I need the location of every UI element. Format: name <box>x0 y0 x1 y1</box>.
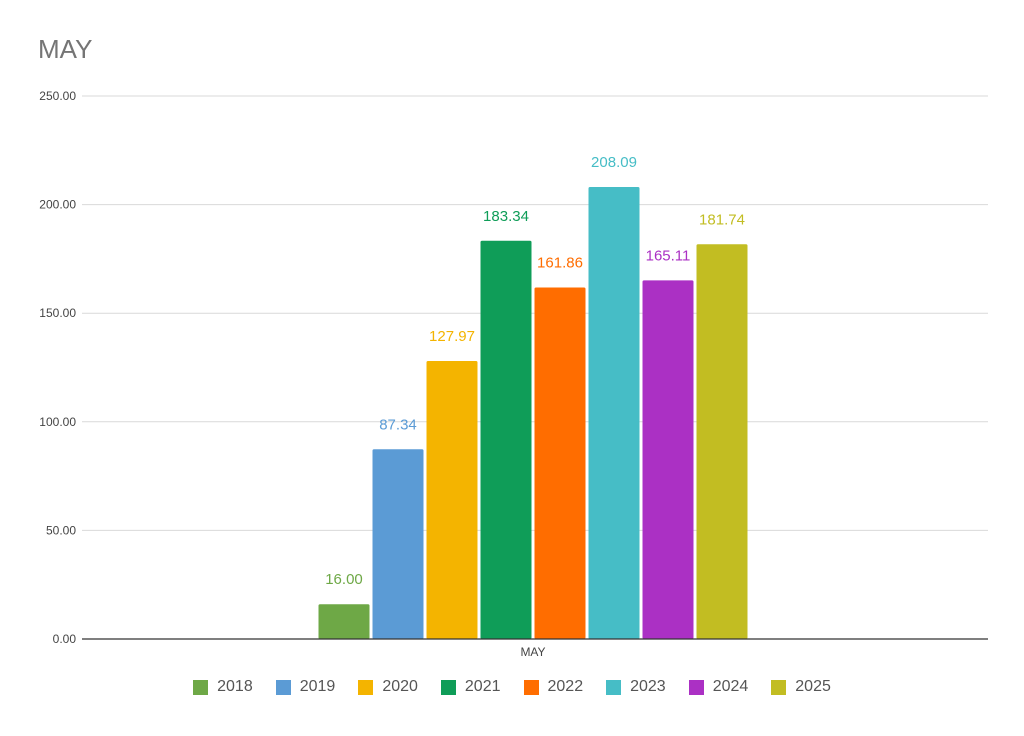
bar-2020 <box>426 361 478 639</box>
legend-item-2022: 2022 <box>523 678 584 696</box>
legend-label: 2021 <box>464 678 501 695</box>
bar-2025 <box>696 244 748 639</box>
legend-label: 2022 <box>547 678 584 695</box>
data-label-2022: 161.86 <box>537 254 583 271</box>
bar-2019 <box>372 449 424 639</box>
bar-2018 <box>318 604 370 639</box>
data-label-2023: 208.09 <box>591 154 637 171</box>
x-tick-label: MAY <box>520 645 545 659</box>
y-tick-label: 200.00 <box>39 198 76 212</box>
legend-swatch <box>771 679 787 695</box>
legend-item-2023: 2023 <box>606 678 666 696</box>
legend: 2018 2019 2020 2021 2022 2023 2024 2025 <box>0 678 1024 696</box>
bars <box>318 187 748 640</box>
data-labels: 16.00 87.34 127.97 183.34 161.86 208.09 165.11… <box>325 154 745 588</box>
legend-swatch <box>688 679 704 695</box>
y-axis-ticks: 0.00 50.00 100.00 150.00 200.00 250.00 <box>39 89 76 646</box>
legend-label: 2020 <box>382 678 418 695</box>
data-label-2019: 87.34 <box>379 416 417 433</box>
data-label-2020: 127.97 <box>429 328 475 345</box>
bar-2021 <box>480 240 532 639</box>
legend-swatch <box>523 679 539 695</box>
legend-label: 2018 <box>217 678 253 695</box>
data-label-2024: 165.11 <box>646 247 691 264</box>
legend-swatch <box>358 679 374 695</box>
legend-swatch <box>193 679 209 695</box>
data-label-2025: 181.74 <box>699 211 745 228</box>
y-tick-label: 250.00 <box>39 89 76 103</box>
y-tick-label: 0.00 <box>53 632 77 646</box>
bar-2023 <box>588 187 640 640</box>
legend-item-2018: 2018 <box>193 678 253 696</box>
legend-swatch <box>275 679 291 695</box>
bar-2024 <box>642 280 694 639</box>
legend-item-2024: 2024 <box>688 678 749 696</box>
data-label-2018: 16.00 <box>325 571 363 588</box>
legend-label: 2019 <box>299 678 336 695</box>
y-tick-label: 100.00 <box>39 415 76 429</box>
legend-item-2019: 2019 <box>275 678 336 696</box>
legend-label: 2023 <box>630 678 666 695</box>
y-tick-label: 50.00 <box>46 523 76 537</box>
legend-item-2025: 2025 <box>771 678 831 696</box>
legend-item-2020: 2020 <box>358 678 418 696</box>
bar-2022 <box>534 287 586 639</box>
legend-swatch <box>440 679 456 695</box>
legend-item-2021: 2021 <box>440 678 501 696</box>
legend-swatch <box>606 679 622 695</box>
x-axis: MAY <box>82 638 988 659</box>
y-tick-label: 150.00 <box>39 306 76 320</box>
legend-label: 2024 <box>712 678 749 695</box>
legend-label: 2025 <box>795 678 831 695</box>
chart-title: MAY <box>38 34 93 64</box>
data-label-2021: 183.34 <box>483 208 529 225</box>
